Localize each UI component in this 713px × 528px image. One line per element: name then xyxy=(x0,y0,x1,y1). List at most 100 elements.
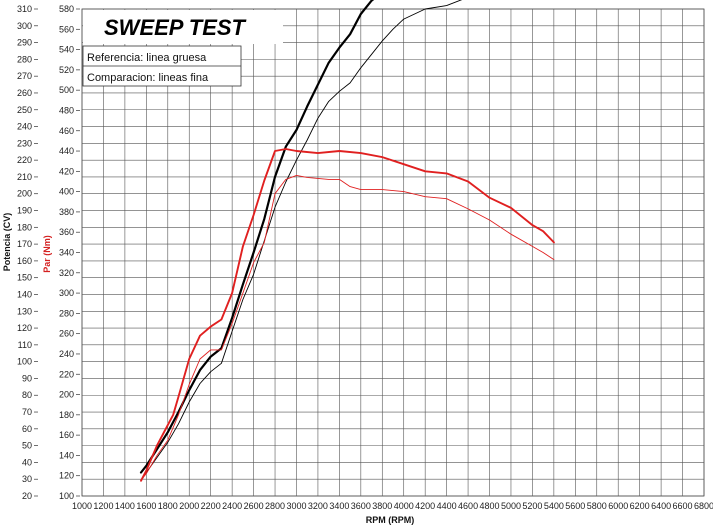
x-tick-label: 2200 xyxy=(201,501,221,511)
torque-tick-label: 540 xyxy=(59,45,74,55)
power-tick-label: 90 xyxy=(22,373,32,383)
power-tick-label: 100 xyxy=(17,357,32,367)
x-tick-label: 1200 xyxy=(93,501,113,511)
series-line-torque-comparison xyxy=(140,174,555,481)
power-tick-label: 60 xyxy=(22,424,32,434)
x-tick-labels: 1000 1200 1400 1600 1800 2000 2200 2400 2600 2800… xyxy=(72,501,713,511)
x-tick-label: 3600 xyxy=(351,501,371,511)
torque-tick-label: 240 xyxy=(59,349,74,359)
x-tick-label: 2800 xyxy=(265,501,285,511)
x-tick-label: 2000 xyxy=(179,501,199,511)
power-tick-label: 310 xyxy=(17,4,32,14)
power-tick-label: 220 xyxy=(17,155,32,165)
torque-tick-label: 500 xyxy=(59,85,74,95)
torque-tick-label: 380 xyxy=(59,207,74,217)
x-tick-label: 2600 xyxy=(244,501,264,511)
series-lines xyxy=(139,0,555,482)
x-tick-label: 6600 xyxy=(673,501,693,511)
torque-tick-label: 560 xyxy=(59,24,74,34)
power-tick-label: 230 xyxy=(17,138,32,148)
x-tick-label: 5400 xyxy=(544,501,564,511)
y-axis-title-torque: Par (Nm) xyxy=(42,235,52,273)
torque-tick-label: 200 xyxy=(59,390,74,400)
power-tick-label: 300 xyxy=(17,21,32,31)
x-tick-label: 3000 xyxy=(286,501,306,511)
torque-tick-labels: 100 120 140 160 180 200 220 240 260 280 300 320 340 3… xyxy=(59,4,80,501)
power-tick-label: 280 xyxy=(17,54,32,64)
torque-tick-label: 300 xyxy=(59,288,74,298)
x-axis-title: RPM (RPM) xyxy=(366,515,415,525)
series-line-power-reference xyxy=(139,0,375,474)
x-tick-label: 1000 xyxy=(72,501,92,511)
grid xyxy=(81,8,705,497)
power-tick-label: 80 xyxy=(22,390,32,400)
x-tick-label: 1400 xyxy=(115,501,135,511)
x-tick-label: 1800 xyxy=(158,501,178,511)
power-tick-label: 290 xyxy=(17,38,32,48)
torque-tick-label: 100 xyxy=(59,491,74,501)
torque-tick-label: 340 xyxy=(59,248,74,258)
torque-tick-label: 320 xyxy=(59,268,74,278)
torque-tick-label: 580 xyxy=(59,4,74,14)
torque-tick-label: 400 xyxy=(59,187,74,197)
power-tick-label: 240 xyxy=(17,122,32,132)
x-tick-label: 4400 xyxy=(437,501,457,511)
torque-tick-label: 160 xyxy=(59,430,74,440)
power-tick-label: 140 xyxy=(17,289,32,299)
x-tick-label: 3200 xyxy=(308,501,328,511)
power-tick-label: 150 xyxy=(17,273,32,283)
x-tick-label: 5800 xyxy=(587,501,607,511)
torque-tick-label: 520 xyxy=(59,65,74,75)
power-tick-label: 190 xyxy=(17,206,32,216)
x-tick-label: 4600 xyxy=(458,501,478,511)
x-tick-label: 5000 xyxy=(501,501,521,511)
power-tick-label: 160 xyxy=(17,256,32,266)
legend-entry-comparison: Comparacion: lineas fina xyxy=(87,72,209,84)
power-tick-label: 40 xyxy=(22,457,32,467)
power-tick-label: 170 xyxy=(17,239,32,249)
torque-tick-label: 360 xyxy=(59,227,74,237)
x-tick-label: 4200 xyxy=(415,501,435,511)
x-tick-label: 5200 xyxy=(522,501,542,511)
power-tick-label: 270 xyxy=(17,71,32,81)
x-tick-label: 4800 xyxy=(480,501,500,511)
series-line-power-comparison xyxy=(140,0,463,482)
x-tick-label: 3800 xyxy=(372,501,392,511)
x-tick-label: 2400 xyxy=(222,501,242,511)
x-tick-label: 4000 xyxy=(394,501,414,511)
title-box xyxy=(83,10,283,44)
torque-tick-label: 180 xyxy=(59,410,74,420)
power-tick-labels: 20 30 40 50 60 70 80 90 100 110 120 130 140 150 160 170… xyxy=(17,4,38,501)
power-tick-label: 250 xyxy=(17,105,32,115)
torque-tick-label: 480 xyxy=(59,105,74,115)
power-tick-label: 130 xyxy=(17,306,32,316)
torque-tick-label: 140 xyxy=(59,450,74,460)
torque-tick-label: 260 xyxy=(59,329,74,339)
power-tick-label: 20 xyxy=(22,491,32,501)
torque-tick-label: 280 xyxy=(59,308,74,318)
power-tick-label: 200 xyxy=(17,189,32,199)
legend-entry-reference: Referencia: linea gruesa xyxy=(87,52,207,64)
x-tick-label: 6400 xyxy=(651,501,671,511)
x-tick-label: 1600 xyxy=(136,501,156,511)
torque-tick-label: 120 xyxy=(59,471,74,481)
power-tick-label: 110 xyxy=(18,340,32,350)
torque-tick-label: 460 xyxy=(59,126,74,136)
x-tick-label: 6800 xyxy=(694,501,713,511)
plot-area xyxy=(81,8,705,497)
torque-tick-label: 440 xyxy=(59,146,74,156)
power-tick-label: 70 xyxy=(22,407,32,417)
power-tick-label: 30 xyxy=(22,474,32,484)
power-tick-label: 260 xyxy=(17,88,32,98)
power-tick-label: 120 xyxy=(17,323,32,333)
series-line-torque-reference xyxy=(140,148,555,482)
torque-tick-label: 420 xyxy=(59,166,74,176)
torque-tick-label: 220 xyxy=(59,369,74,379)
chart-title: SWEEP TEST xyxy=(104,15,247,40)
power-tick-label: 210 xyxy=(17,172,32,182)
x-tick-label: 5600 xyxy=(565,501,585,511)
power-tick-label: 180 xyxy=(17,222,32,232)
power-tick-label: 50 xyxy=(22,441,32,451)
x-tick-label: 6000 xyxy=(608,501,628,511)
